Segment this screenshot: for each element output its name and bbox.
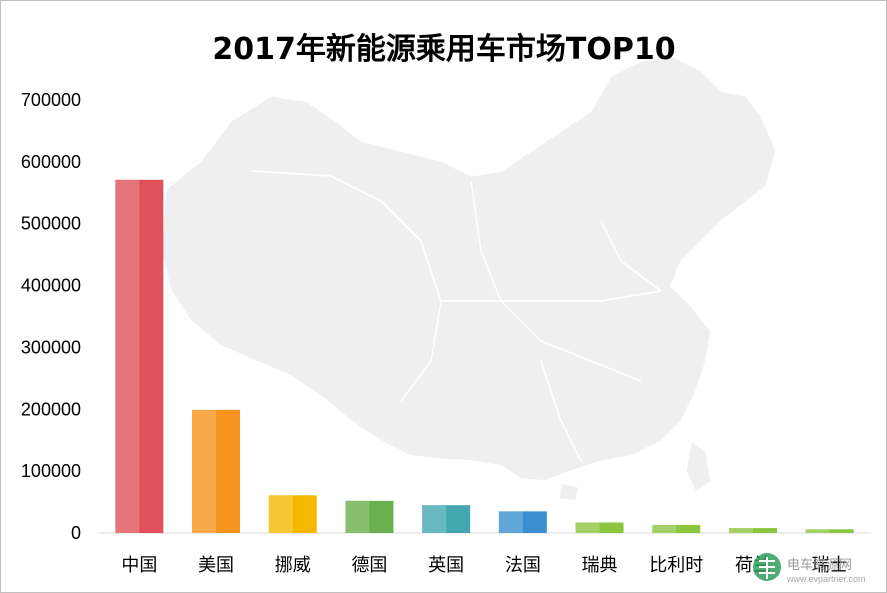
y-tick-label: 600000 xyxy=(21,152,81,172)
x-tick-label: 英国 xyxy=(428,555,464,576)
bar-highlight xyxy=(652,524,677,533)
bar-highlight xyxy=(422,505,447,533)
bar xyxy=(268,495,317,533)
x-axis: 中国 美国 挪威 德国 英国 法国 瑞典 比利时 荷兰 瑞士 xyxy=(121,555,847,576)
bar-fill xyxy=(728,528,777,533)
bar-fill xyxy=(652,524,701,533)
x-tick-label: 中国 xyxy=(121,555,157,576)
y-tick-label: 700000 xyxy=(21,90,81,110)
bar-highlight xyxy=(345,500,370,533)
bar-fill xyxy=(422,505,471,533)
bar xyxy=(192,409,241,533)
bar-highlight xyxy=(115,179,140,533)
china-map-background xyxy=(160,55,777,502)
bar xyxy=(498,511,547,533)
bar-highlight xyxy=(268,495,293,533)
bar-fill xyxy=(575,522,624,533)
bar xyxy=(575,522,624,533)
chart-title: 2017年新能源乘用车市场TOP10 xyxy=(212,32,675,67)
bar xyxy=(728,528,777,533)
bar xyxy=(115,179,164,533)
bar xyxy=(422,505,471,533)
bar-highlight xyxy=(575,522,600,533)
bar-fill xyxy=(805,529,854,533)
watermark: 电车资源网 www.evpartner.com xyxy=(753,553,866,584)
bar-series xyxy=(115,179,854,533)
watermark-url: www.evpartner.com xyxy=(786,574,866,584)
x-tick-label: 比利时 xyxy=(649,555,703,576)
watermark-logo-mark xyxy=(759,557,775,579)
bar-highlight xyxy=(192,409,217,533)
y-tick-label: 400000 xyxy=(21,276,81,296)
bar xyxy=(652,524,701,533)
bar-fill xyxy=(345,500,394,533)
bar-fill xyxy=(115,179,164,533)
bar-fill xyxy=(192,409,241,533)
bar xyxy=(805,529,854,533)
y-tick-label: 200000 xyxy=(21,399,81,419)
x-tick-label: 法国 xyxy=(505,555,541,576)
x-tick-label: 挪威 xyxy=(275,555,311,576)
bar-highlight xyxy=(728,528,753,533)
bar-highlight xyxy=(805,529,830,533)
bar-fill xyxy=(498,511,547,533)
watermark-text: 电车资源网 xyxy=(787,557,852,573)
x-tick-label: 美国 xyxy=(198,555,234,576)
bar xyxy=(345,500,394,533)
x-tick-label: 德国 xyxy=(351,555,387,576)
bar-highlight xyxy=(498,511,523,533)
x-tick-label: 瑞士 xyxy=(812,555,848,576)
bar-fill xyxy=(268,495,317,533)
y-tick-label: 500000 xyxy=(21,214,81,234)
y-tick-label: 100000 xyxy=(21,461,81,481)
y-tick-label: 300000 xyxy=(21,337,81,357)
x-tick-label: 瑞典 xyxy=(582,555,618,576)
y-tick-label: 0 xyxy=(71,523,81,543)
y-axis: 0 100000 200000 300000 400000 500000 600… xyxy=(21,90,81,543)
